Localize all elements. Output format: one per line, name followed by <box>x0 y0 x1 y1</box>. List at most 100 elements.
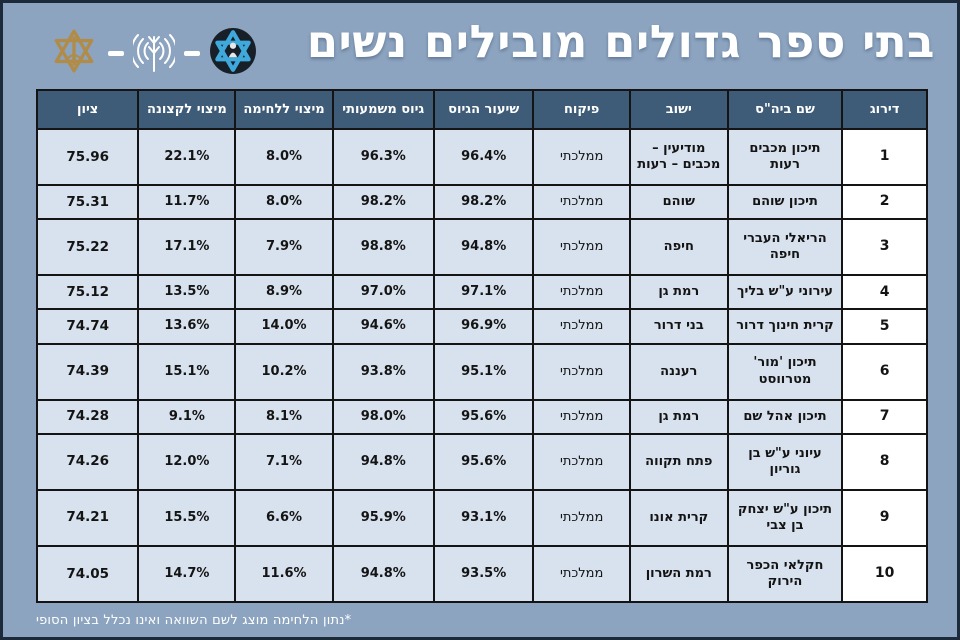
rankings-table: דירוג שם ביה"ס ישוב פיקוח שיעור הגיוס גיוס מש… <box>35 89 928 604</box>
cell-city: רמת גן <box>628 274 729 311</box>
cell-score: 74.05 <box>35 544 140 604</box>
footnote-text: *נתון הלחימה מוצג לשם השוואה ואינו נכלל … <box>36 613 352 628</box>
column-header-score: ציון <box>35 89 140 130</box>
cell-school: תיכון ע"ש יצחק בן צבי <box>726 488 844 547</box>
cell-combat_utilization: 7.1% <box>234 432 334 491</box>
cell-city: חיפה <box>628 218 729 277</box>
table-row: 3 הריאלי העברי חיפה חיפה ממלכתי 94.8% 98.8% 7.… <box>35 218 928 277</box>
cell-meaningful_enlistment: 97.0% <box>331 274 435 311</box>
page-title: בתי ספר גדולים מובילים נשים <box>306 15 935 68</box>
cell-supervision: ממלכתי <box>532 342 631 401</box>
cell-enlistment_rate: 95.6% <box>432 398 535 435</box>
table-row: 6 תיכון 'מור' מטרווסט רעננה ממלכתי 95.1% 93.8… <box>35 342 928 401</box>
column-header-rank: דירוג <box>841 89 928 130</box>
cell-officer_utilization: 14.7% <box>137 544 237 604</box>
cell-school: תיכון אהל שם <box>726 398 844 435</box>
cell-meaningful_enlistment: 94.8% <box>331 544 435 604</box>
table-head: דירוג שם ביה"ס ישוב פיקוח שיעור הגיוס גיוס מש… <box>35 89 928 130</box>
idf-insignia-icon <box>49 27 99 79</box>
table-row: 4 עירוני ע"ש בליך רמת גן ממלכתי 97.1% 97.0% 8.… <box>35 274 928 311</box>
cell-school: תיכון מכבים רעות <box>726 127 844 187</box>
cell-rank: 6 <box>841 342 928 401</box>
cell-enlistment_rate: 98.2% <box>432 184 535 221</box>
cell-meaningful_enlistment: 95.9% <box>331 488 435 547</box>
cell-supervision: ממלכתי <box>532 488 631 547</box>
cell-rank: 2 <box>841 184 928 221</box>
cell-supervision: ממלכתי <box>532 218 631 277</box>
separator-dash <box>184 50 200 56</box>
cell-school: תיכון שוהם <box>726 184 844 221</box>
cell-combat_utilization: 14.0% <box>234 308 334 345</box>
cell-supervision: ממלכתי <box>532 127 631 187</box>
cell-school: חקלאי הכפר הירוק <box>726 544 844 604</box>
cell-enlistment_rate: 97.1% <box>432 274 535 311</box>
separator-dash <box>108 50 124 56</box>
cell-score: 74.21 <box>35 488 140 547</box>
radio-antenna-icon <box>130 27 178 79</box>
cell-school: עיוני ע"ש בן גוריון <box>726 432 844 491</box>
cell-rank: 5 <box>841 308 928 345</box>
cell-enlistment_rate: 95.1% <box>432 342 535 401</box>
cell-score: 75.22 <box>35 218 140 277</box>
cell-combat_utilization: 10.2% <box>234 342 334 401</box>
cell-score: 74.26 <box>35 432 140 491</box>
cell-score: 74.74 <box>35 308 140 345</box>
cell-enlistment_rate: 94.8% <box>432 218 535 277</box>
table-row: 8 עיוני ע"ש בן גוריון פתח תקווה ממלכתי 95.6%… <box>35 432 928 491</box>
column-header-combat_utilization: מיצוי ללחימה <box>234 89 334 130</box>
cell-rank: 4 <box>841 274 928 311</box>
cell-combat_utilization: 8.0% <box>234 127 334 187</box>
table-body: 1 תיכון מכבים רעות מודיעין – מכבים – רעות מ… <box>35 127 928 604</box>
cell-meaningful_enlistment: 98.8% <box>331 218 435 277</box>
logo-strip <box>49 27 257 79</box>
cell-supervision: ממלכתי <box>532 398 631 435</box>
column-header-city: ישוב <box>628 89 729 130</box>
cell-meaningful_enlistment: 93.8% <box>331 342 435 401</box>
cell-officer_utilization: 15.5% <box>137 488 237 547</box>
cell-score: 75.12 <box>35 274 140 311</box>
cell-city: רמת השרון <box>628 544 729 604</box>
cell-meaningful_enlistment: 94.8% <box>331 432 435 491</box>
cell-school: קרית חינוך דרור <box>726 308 844 345</box>
cell-combat_utilization: 6.6% <box>234 488 334 547</box>
table-row: 1 תיכון מכבים רעות מודיעין – מכבים – רעות מ… <box>35 127 928 187</box>
cell-enlistment_rate: 93.1% <box>432 488 535 547</box>
cell-supervision: ממלכתי <box>532 184 631 221</box>
cell-officer_utilization: 22.1% <box>137 127 237 187</box>
cell-city: רמת גן <box>628 398 729 435</box>
cell-score: 74.39 <box>35 342 140 401</box>
cell-meaningful_enlistment: 94.6% <box>331 308 435 345</box>
cell-enlistment_rate: 96.9% <box>432 308 535 345</box>
cell-enlistment_rate: 96.4% <box>432 127 535 187</box>
cell-city: רעננה <box>628 342 729 401</box>
cell-officer_utilization: 13.6% <box>137 308 237 345</box>
cell-city: שוהם <box>628 184 729 221</box>
cell-city: מודיעין – מכבים – רעות <box>628 127 729 187</box>
cell-score: 75.31 <box>35 184 140 221</box>
cell-officer_utilization: 11.7% <box>137 184 237 221</box>
cell-meaningful_enlistment: 98.2% <box>331 184 435 221</box>
cell-officer_utilization: 9.1% <box>137 398 237 435</box>
cell-city: בני דרור <box>628 308 729 345</box>
table-row: 10 חקלאי הכפר הירוק רמת השרון ממלכתי 93.5% 94… <box>35 544 928 604</box>
cell-city: פתח תקווה <box>628 432 729 491</box>
cell-school: תיכון 'מור' מטרווסט <box>726 342 844 401</box>
cell-combat_utilization: 8.9% <box>234 274 334 311</box>
table-row: 7 תיכון אהל שם רמת גן ממלכתי 95.6% 98.0% 8.1% 9… <box>35 398 928 435</box>
cell-combat_utilization: 8.0% <box>234 184 334 221</box>
cell-rank: 3 <box>841 218 928 277</box>
column-header-meaningful_enlistment: גיוס משמעותי <box>331 89 435 130</box>
cell-meaningful_enlistment: 96.3% <box>331 127 435 187</box>
column-header-supervision: פיקוח <box>532 89 631 130</box>
cell-supervision: ממלכתי <box>532 432 631 491</box>
table-row: 9 תיכון ע"ש יצחק בן צבי קרית אונו ממלכתי 93.… <box>35 488 928 547</box>
column-header-enlistment_rate: שיעור הגיוס <box>432 89 535 130</box>
cell-score: 75.96 <box>35 127 140 187</box>
cell-rank: 10 <box>841 544 928 604</box>
cell-school: עירוני ע"ש בליך <box>726 274 844 311</box>
cell-officer_utilization: 13.5% <box>137 274 237 311</box>
cell-rank: 8 <box>841 432 928 491</box>
table-row: 2 תיכון שוהם שוהם ממלכתי 98.2% 98.2% 8.0% 11.7%… <box>35 184 928 221</box>
cell-supervision: ממלכתי <box>532 274 631 311</box>
